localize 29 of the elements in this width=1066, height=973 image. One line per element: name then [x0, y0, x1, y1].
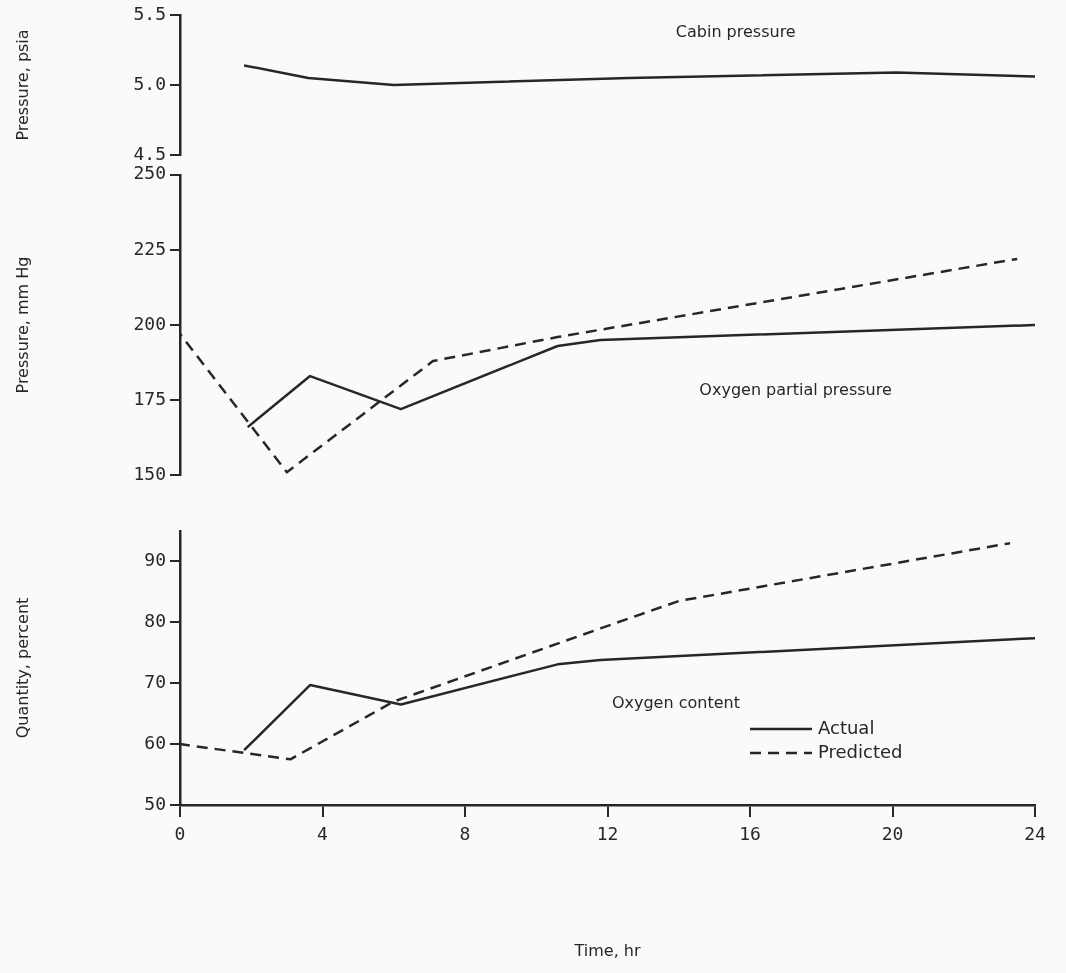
y-axis-title: Pressure, mm Hg — [12, 256, 32, 394]
y-tick-label: 80 — [144, 610, 166, 632]
x-tick-label: 4 — [317, 823, 328, 845]
y-tick-label: 60 — [144, 731, 166, 753]
y-tick-label: 150 — [133, 462, 166, 484]
x-tick-label: 0 — [174, 823, 186, 845]
y-tick-label: 50 — [144, 792, 166, 814]
y-tick-label: 175 — [133, 387, 166, 409]
y-tick-label: 225 — [133, 237, 166, 259]
y-tick-label: 250 — [133, 162, 166, 184]
legend-label: Predicted — [818, 740, 903, 762]
annotation: Cabin pressure — [675, 22, 796, 42]
x-tick-label: 20 — [881, 823, 904, 845]
annotation: Oxygen content — [611, 692, 740, 712]
y-tick-label: 90 — [144, 549, 166, 571]
x-tick-label: 24 — [1024, 823, 1046, 845]
x-tick-label: 12 — [596, 823, 619, 845]
x-axis-title: Time, hr — [573, 940, 641, 960]
x-tick-label: 16 — [739, 823, 761, 845]
annotation: Oxygen partial pressure — [699, 380, 892, 400]
y-tick-label: 200 — [133, 312, 166, 334]
y-tick-label: 70 — [144, 670, 166, 692]
y-tick-label: 5.0 — [133, 72, 166, 94]
legend-label: Actual — [818, 716, 875, 738]
y-tick-label: 4.5 — [133, 142, 166, 164]
y-axis-title: Pressure, psia — [12, 29, 32, 141]
y-axis-title: Quantity, percent — [12, 597, 32, 739]
y-tick-label: 5.5 — [133, 2, 166, 24]
x-tick-label: 8 — [459, 823, 471, 845]
